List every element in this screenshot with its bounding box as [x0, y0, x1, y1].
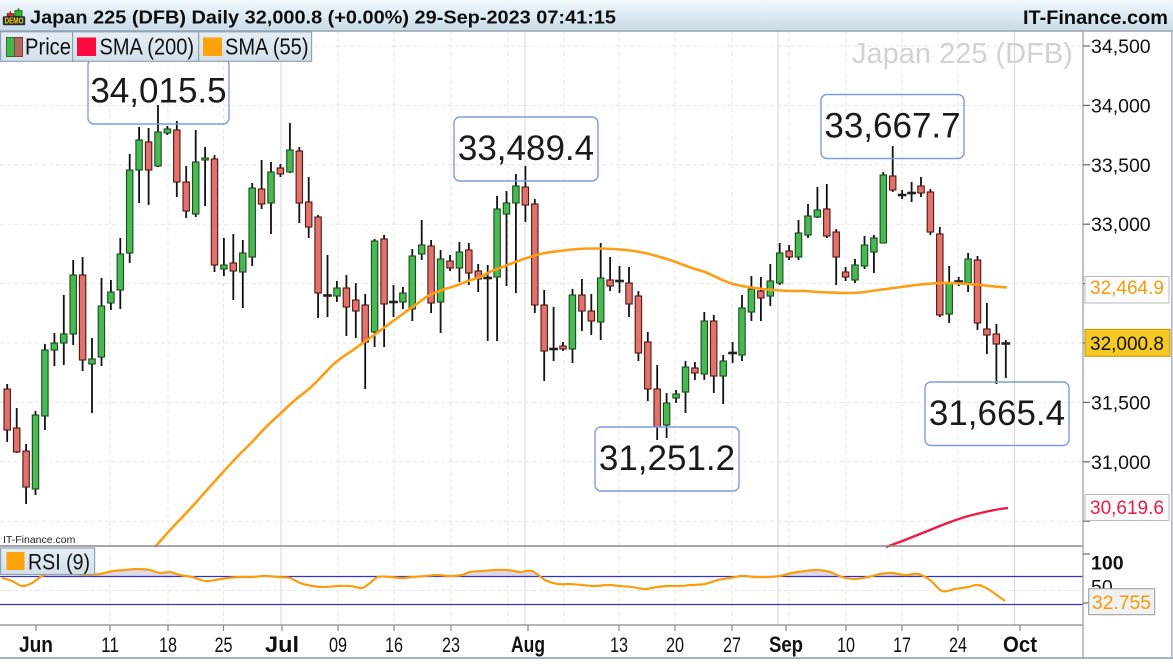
svg-text:31,500: 31,500 [1091, 392, 1151, 414]
svg-text:34,000: 34,000 [1091, 95, 1151, 117]
svg-text:09: 09 [329, 634, 347, 657]
svg-text:IT-Finance.com: IT-Finance.com [3, 534, 76, 546]
svg-text:32.755: 32.755 [1092, 593, 1151, 614]
svg-text:IT-Finance.com: IT-Finance.com [1023, 8, 1168, 29]
svg-text:100: 100 [1091, 553, 1124, 575]
svg-text:33,489.4: 33,489.4 [458, 129, 594, 168]
svg-text:Jul: Jul [265, 632, 299, 657]
svg-text:30,619.6: 30,619.6 [1090, 498, 1164, 519]
svg-text:Aug: Aug [511, 632, 545, 657]
svg-text:23: 23 [442, 634, 460, 657]
svg-text:20: 20 [666, 634, 684, 657]
svg-text:Price: Price [25, 34, 71, 60]
svg-text:32,464.9: 32,464.9 [1090, 278, 1164, 299]
svg-text:Sep: Sep [769, 632, 803, 657]
svg-text:31,665.4: 31,665.4 [929, 394, 1065, 433]
svg-text:Japan 225 (DFB): Japan 225 (DFB) [852, 38, 1073, 70]
svg-text:27: 27 [723, 634, 741, 657]
svg-text:Japan 225 (DFB) Daily 32,000.8: Japan 225 (DFB) Daily 32,000.8 (+0.00%) … [30, 7, 616, 28]
svg-text:11: 11 [101, 634, 119, 657]
svg-text:33,667.7: 33,667.7 [824, 107, 960, 146]
svg-text:SMA (200): SMA (200) [100, 34, 195, 60]
svg-text:SMA (55): SMA (55) [225, 34, 309, 60]
svg-text:Oct: Oct [1003, 632, 1038, 657]
svg-text:34,500: 34,500 [1091, 36, 1151, 58]
svg-text:31,251.2: 31,251.2 [599, 439, 735, 478]
svg-text:25: 25 [215, 634, 233, 657]
svg-text:31,000: 31,000 [1091, 452, 1151, 474]
svg-text:34,015.5: 34,015.5 [90, 72, 226, 111]
svg-text:33,500: 33,500 [1091, 155, 1151, 177]
svg-text:10: 10 [837, 634, 855, 657]
svg-text:Jun: Jun [19, 632, 53, 657]
svg-text:16: 16 [385, 634, 403, 657]
svg-text:24: 24 [949, 634, 967, 657]
svg-text:DEMO: DEMO [5, 17, 24, 26]
svg-text:RSI (9): RSI (9) [28, 550, 90, 575]
svg-text:32,000.8: 32,000.8 [1090, 334, 1164, 355]
svg-text:33,000: 33,000 [1091, 214, 1151, 236]
svg-text:18: 18 [159, 634, 177, 657]
svg-text:17: 17 [893, 634, 911, 657]
svg-text:13: 13 [610, 634, 628, 657]
